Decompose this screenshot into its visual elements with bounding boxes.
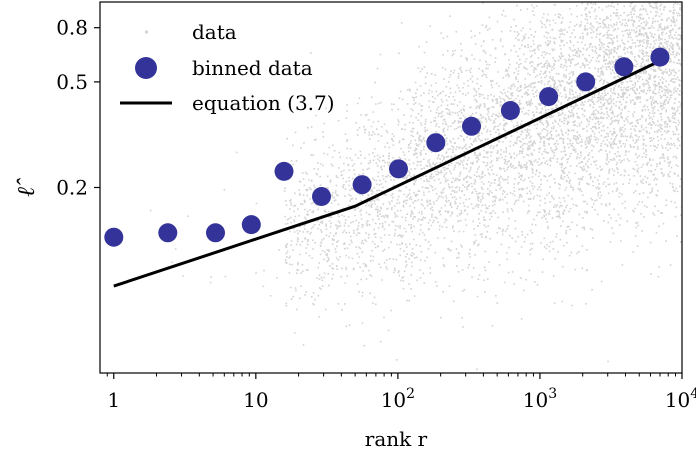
binned-point	[158, 223, 178, 243]
binned-point	[312, 187, 331, 206]
x-tick-label: 1	[107, 388, 120, 412]
x-axis-label: rank r	[365, 427, 428, 451]
legend-swatch-data	[145, 30, 148, 34]
binned-point	[426, 133, 446, 153]
equation-line-layer	[113, 59, 661, 288]
binned-point	[274, 161, 294, 181]
y-axis-label: ℓ̂	[12, 178, 40, 197]
binned-point	[650, 47, 670, 67]
binned-point	[241, 215, 261, 235]
binned-point	[352, 175, 372, 195]
binned-point	[104, 227, 124, 247]
legend-label: binned data	[192, 56, 313, 80]
axes: 1 10 102 103 104 0.2 0.5 0.8	[56, 1, 696, 412]
binned-point	[389, 159, 408, 179]
y-tick-label: 0.8	[56, 16, 88, 40]
x-tick-label: 104	[665, 386, 696, 412]
binned-points-layer	[104, 47, 670, 247]
x-tick-label: 10	[243, 388, 268, 412]
legend-item: data	[145, 20, 237, 44]
binned-point	[500, 101, 520, 120]
legend-item: equation (3.7)	[120, 91, 335, 115]
binned-point	[206, 223, 225, 243]
binned-point	[462, 116, 481, 136]
equation-line	[113, 59, 661, 288]
binned-point	[539, 87, 559, 107]
binned-point	[576, 72, 596, 92]
legend-swatch-binned	[135, 57, 157, 79]
y-tick-label: 0.5	[56, 70, 88, 94]
binned-point	[614, 57, 634, 77]
x-tick-label: 102	[381, 386, 415, 412]
legend-item: binned data	[135, 56, 313, 80]
legend-label: equation (3.7)	[192, 91, 335, 115]
y-tick-label: 0.2	[56, 176, 88, 200]
x-axis-label-text: rank r	[365, 427, 428, 451]
legend: data binned data equation (3.7)	[120, 20, 335, 115]
x-tick-label: 103	[523, 386, 557, 412]
legend-label: data	[192, 20, 237, 44]
